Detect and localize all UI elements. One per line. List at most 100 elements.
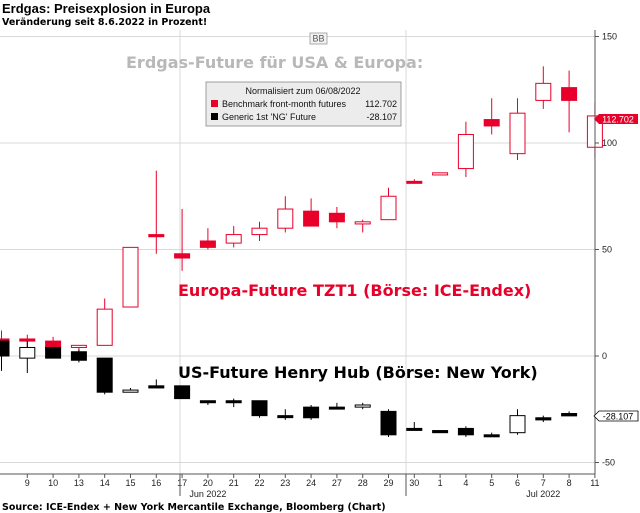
x-tick-label: 29 bbox=[383, 478, 393, 488]
legend-swatch-us bbox=[211, 113, 218, 120]
candle bbox=[561, 411, 578, 417]
x-tick-label: 7 bbox=[541, 478, 546, 488]
x-tick-label: 24 bbox=[306, 478, 316, 488]
candle-body bbox=[561, 87, 578, 101]
candles bbox=[0, 66, 603, 438]
candle bbox=[561, 70, 578, 133]
candle-body bbox=[509, 415, 526, 434]
x-tick-label: 9 bbox=[25, 478, 30, 488]
candle-body bbox=[483, 434, 500, 438]
candle bbox=[225, 226, 242, 248]
x-tick-label: 28 bbox=[358, 478, 368, 488]
candle-body bbox=[277, 208, 294, 229]
candle-body bbox=[174, 385, 191, 400]
candle bbox=[199, 400, 216, 405]
candle-body bbox=[406, 180, 423, 184]
candle-body bbox=[380, 410, 397, 436]
candle-body bbox=[70, 344, 87, 348]
candle bbox=[148, 379, 165, 389]
x-tick-label: 16 bbox=[151, 478, 161, 488]
x-tick-label: 21 bbox=[229, 478, 239, 488]
candle-body bbox=[509, 112, 526, 155]
gridlines bbox=[0, 30, 595, 474]
candle-body bbox=[70, 351, 87, 361]
candle-body bbox=[174, 253, 191, 259]
candle bbox=[354, 402, 371, 410]
candle bbox=[328, 206, 345, 229]
y-tick-label: 0 bbox=[602, 351, 607, 361]
annotation-header: Erdgas-Future für USA & Europa: bbox=[126, 53, 423, 72]
legend-value-us: -28.107 bbox=[366, 112, 397, 122]
candle-body bbox=[45, 346, 62, 359]
candle bbox=[70, 349, 87, 363]
candle-body bbox=[328, 406, 345, 410]
candle bbox=[225, 398, 242, 408]
source-note: Source: ICE-Endex + New York Mercantile … bbox=[2, 502, 386, 513]
candle-body bbox=[148, 234, 165, 238]
x-tick-label: 4 bbox=[463, 478, 468, 488]
candle bbox=[277, 196, 294, 233]
last-value-us: -28.107 bbox=[603, 412, 634, 422]
candle bbox=[509, 98, 526, 161]
logo-badge: BB bbox=[309, 32, 328, 45]
candle-body bbox=[354, 221, 371, 225]
candle bbox=[0, 340, 10, 371]
candle bbox=[251, 221, 268, 241]
candle-body bbox=[199, 400, 216, 404]
x-tick-label: 11 bbox=[590, 478, 599, 488]
chart-title: Erdgas: Preisexplosion in Europa bbox=[2, 1, 211, 16]
candle-body bbox=[303, 210, 320, 227]
candle bbox=[535, 66, 552, 109]
candle bbox=[174, 209, 191, 271]
y-tick-label: 100 bbox=[602, 138, 617, 148]
annotation-us: US-Future Henry Hub (Börse: New York) bbox=[178, 363, 538, 382]
candle-body bbox=[199, 240, 216, 248]
month-label: Jun 2022 bbox=[189, 489, 226, 499]
candle bbox=[96, 298, 113, 346]
y-tick-label: 150 bbox=[602, 32, 617, 42]
candle-body bbox=[225, 400, 242, 404]
candle bbox=[148, 170, 165, 254]
logo-badge-text: BB bbox=[312, 34, 324, 44]
candle-body bbox=[432, 172, 449, 176]
candle-body bbox=[277, 415, 294, 419]
candle-body bbox=[19, 338, 36, 342]
candle-body bbox=[122, 389, 139, 393]
last-value-europe: 112.702 bbox=[602, 115, 634, 125]
candle-body bbox=[535, 417, 552, 421]
candle-body bbox=[406, 427, 423, 431]
x-tick-label: 22 bbox=[254, 478, 264, 488]
annotation-europe: Europa-Future TZT1 (Börse: ICE-Endex) bbox=[178, 281, 531, 300]
legend-label-us: Generic 1st 'NG' Future bbox=[222, 112, 316, 122]
candle-body bbox=[96, 357, 113, 393]
candle bbox=[303, 198, 320, 227]
candle-body bbox=[148, 385, 165, 389]
candle-body bbox=[432, 430, 449, 434]
month-label: Jul 2022 bbox=[526, 489, 560, 499]
candle-body bbox=[561, 413, 578, 417]
x-tick-label: 8 bbox=[567, 478, 572, 488]
candle bbox=[457, 121, 474, 178]
candle bbox=[277, 409, 294, 420]
x-tick-label: 13 bbox=[74, 478, 84, 488]
candle bbox=[96, 357, 113, 395]
x-tick-label: 14 bbox=[100, 478, 110, 488]
candle-body bbox=[457, 427, 474, 436]
x-tick-label: 1 bbox=[438, 478, 443, 488]
candle bbox=[122, 246, 139, 308]
candle-body bbox=[225, 234, 242, 244]
candle bbox=[509, 409, 526, 435]
last-value-label-europe: 112.702 bbox=[594, 114, 638, 125]
candle bbox=[457, 426, 474, 437]
candle bbox=[432, 172, 449, 176]
x-tick-label: 30 bbox=[409, 478, 419, 488]
last-value-label-us: -28.107 bbox=[593, 410, 639, 422]
candle bbox=[535, 415, 552, 423]
candle-body bbox=[354, 404, 371, 408]
candle-body bbox=[122, 246, 139, 308]
candle-body bbox=[0, 340, 10, 357]
x-tick-label: 23 bbox=[280, 478, 290, 488]
candle-body bbox=[251, 400, 268, 417]
candle bbox=[303, 404, 320, 420]
